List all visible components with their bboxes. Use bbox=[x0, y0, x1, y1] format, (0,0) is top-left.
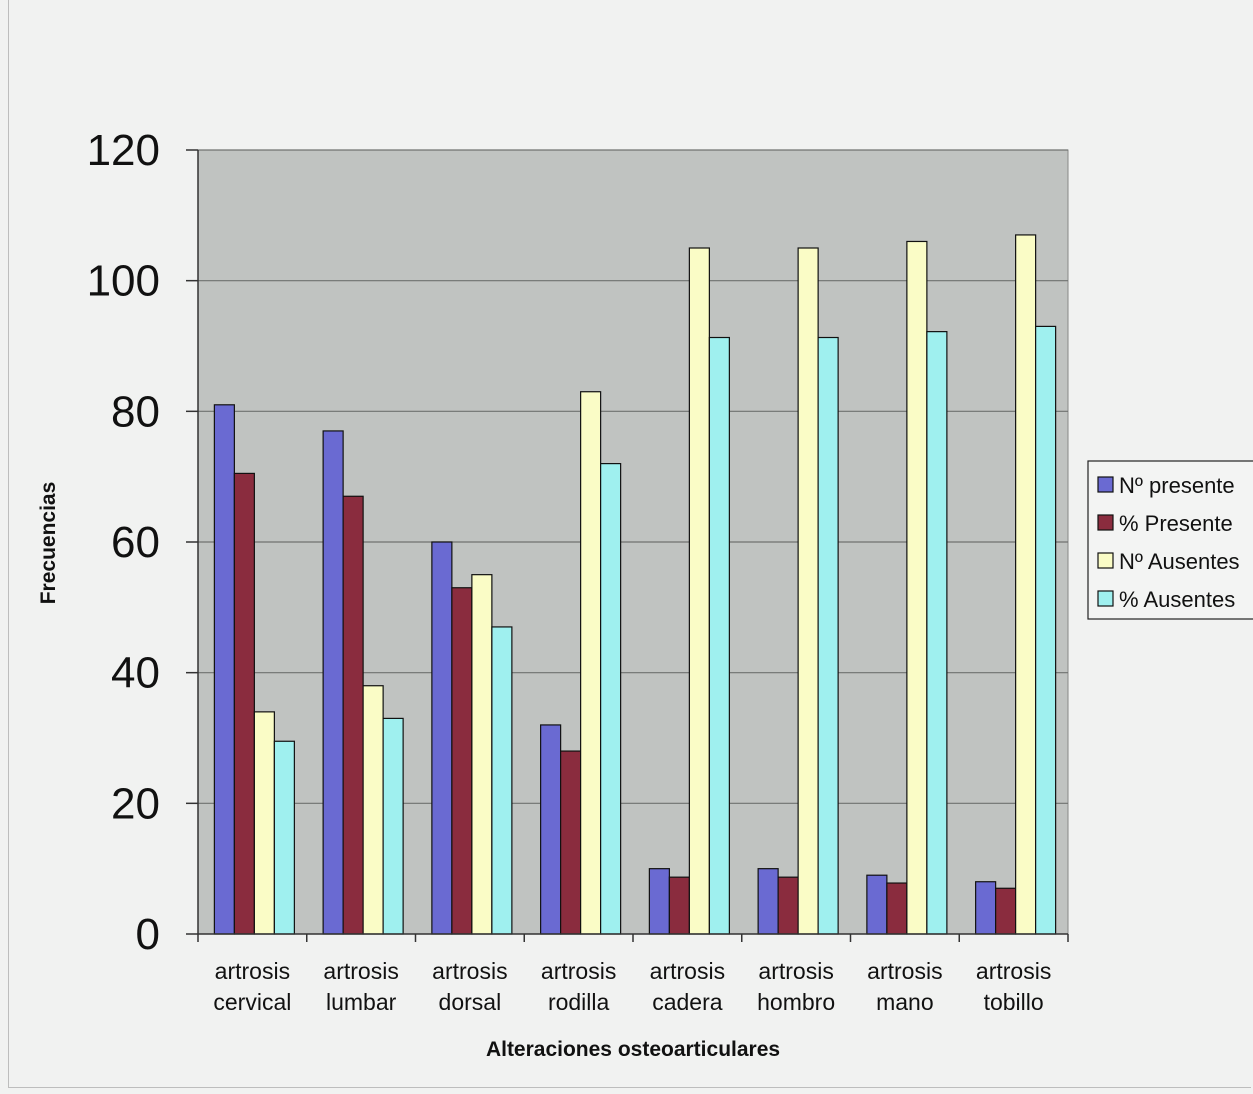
bar-2-3 bbox=[451, 587, 473, 935]
bar-2-7 bbox=[886, 882, 908, 935]
legend-swatch bbox=[1097, 476, 1114, 493]
x-tick-label: artrosis bbox=[215, 958, 290, 984]
x-tick-label: artrosis bbox=[867, 958, 942, 984]
x-tick-label: cervical bbox=[213, 989, 291, 1015]
bar-2-5 bbox=[668, 876, 690, 935]
x-tick-label: artrosis bbox=[541, 958, 616, 984]
x-tick-label: artrosis bbox=[432, 958, 507, 984]
bar-4-8 bbox=[1035, 325, 1057, 935]
chart-frame bbox=[8, 0, 1251, 1088]
x-axis-ticks: artrosis cervical artrosis lumbar artrosis do… bbox=[197, 934, 1069, 1015]
bar-4-7 bbox=[926, 331, 948, 935]
bar-3-2 bbox=[362, 685, 384, 935]
legend-swatch bbox=[1097, 552, 1114, 569]
bar-2-2 bbox=[342, 495, 364, 935]
x-tick-label: artrosis bbox=[650, 958, 725, 984]
bar-3-7 bbox=[906, 240, 928, 935]
x-tick-label: hombro bbox=[757, 989, 835, 1015]
legend-swatch bbox=[1097, 590, 1114, 607]
legend-label: % Ausentes bbox=[1119, 587, 1235, 612]
bar-4-2 bbox=[382, 717, 404, 935]
x-tick-label: lumbar bbox=[326, 989, 397, 1015]
bar-1-8 bbox=[975, 881, 997, 935]
x-tick-label: artrosis bbox=[323, 958, 398, 984]
y-axis-title: Frecuencias bbox=[37, 482, 60, 605]
x-tick-label: tobillo bbox=[984, 989, 1044, 1015]
y-tick-label: 80 bbox=[111, 387, 160, 436]
y-tick-label: 120 bbox=[87, 126, 160, 175]
bar-2-6 bbox=[777, 876, 799, 935]
bar-3-1 bbox=[253, 711, 275, 935]
bar-4-1 bbox=[273, 740, 295, 935]
bar-2-8 bbox=[995, 887, 1017, 935]
bar-4-5 bbox=[708, 336, 730, 935]
y-tick-label: 0 bbox=[136, 910, 160, 959]
bar-1-1 bbox=[213, 404, 235, 935]
x-tick-label: dorsal bbox=[439, 989, 502, 1015]
legend-swatch bbox=[1097, 514, 1114, 531]
bar-2-4 bbox=[560, 750, 582, 935]
y-axis-ticks: 0 20 40 60 80 100 120 bbox=[87, 126, 198, 959]
bar-1-5 bbox=[648, 868, 670, 935]
legend-label: Nº presente bbox=[1119, 473, 1235, 498]
bar-1-6 bbox=[757, 868, 779, 935]
bar-4-3 bbox=[491, 626, 513, 935]
legend-box bbox=[1087, 460, 1253, 620]
x-tick-label: cadera bbox=[652, 989, 723, 1015]
y-tick-label: 100 bbox=[87, 257, 160, 306]
x-axis-title: Alteraciones osteoarticulares bbox=[486, 1038, 780, 1061]
legend-label: Nº Ausentes bbox=[1119, 549, 1240, 574]
y-tick-label: 40 bbox=[111, 649, 160, 698]
y-tick-label: 60 bbox=[111, 518, 160, 567]
bar-3-5 bbox=[688, 247, 710, 935]
bar-3-4 bbox=[580, 391, 602, 935]
bar-4-4 bbox=[600, 463, 622, 935]
x-tick-label: artrosis bbox=[976, 958, 1051, 984]
bar-1-3 bbox=[431, 541, 453, 935]
bar-3-3 bbox=[471, 574, 493, 935]
y-tick-label: 20 bbox=[111, 779, 160, 828]
x-tick-label: rodilla bbox=[548, 989, 610, 1015]
bar-4-6 bbox=[817, 336, 839, 935]
bar-1-4 bbox=[540, 724, 562, 935]
x-tick-label: artrosis bbox=[758, 958, 833, 984]
bar-1-7 bbox=[866, 874, 888, 935]
x-tick-label: mano bbox=[876, 989, 934, 1015]
bar-3-8 bbox=[1015, 234, 1037, 935]
legend-label: % Presente bbox=[1119, 511, 1233, 536]
legend: Nº presente % Presente Nº Ausentes % Ausent… bbox=[1087, 460, 1253, 620]
bar-2-1 bbox=[233, 472, 255, 935]
bar-1-2 bbox=[322, 430, 344, 935]
bar-3-6 bbox=[797, 247, 819, 935]
